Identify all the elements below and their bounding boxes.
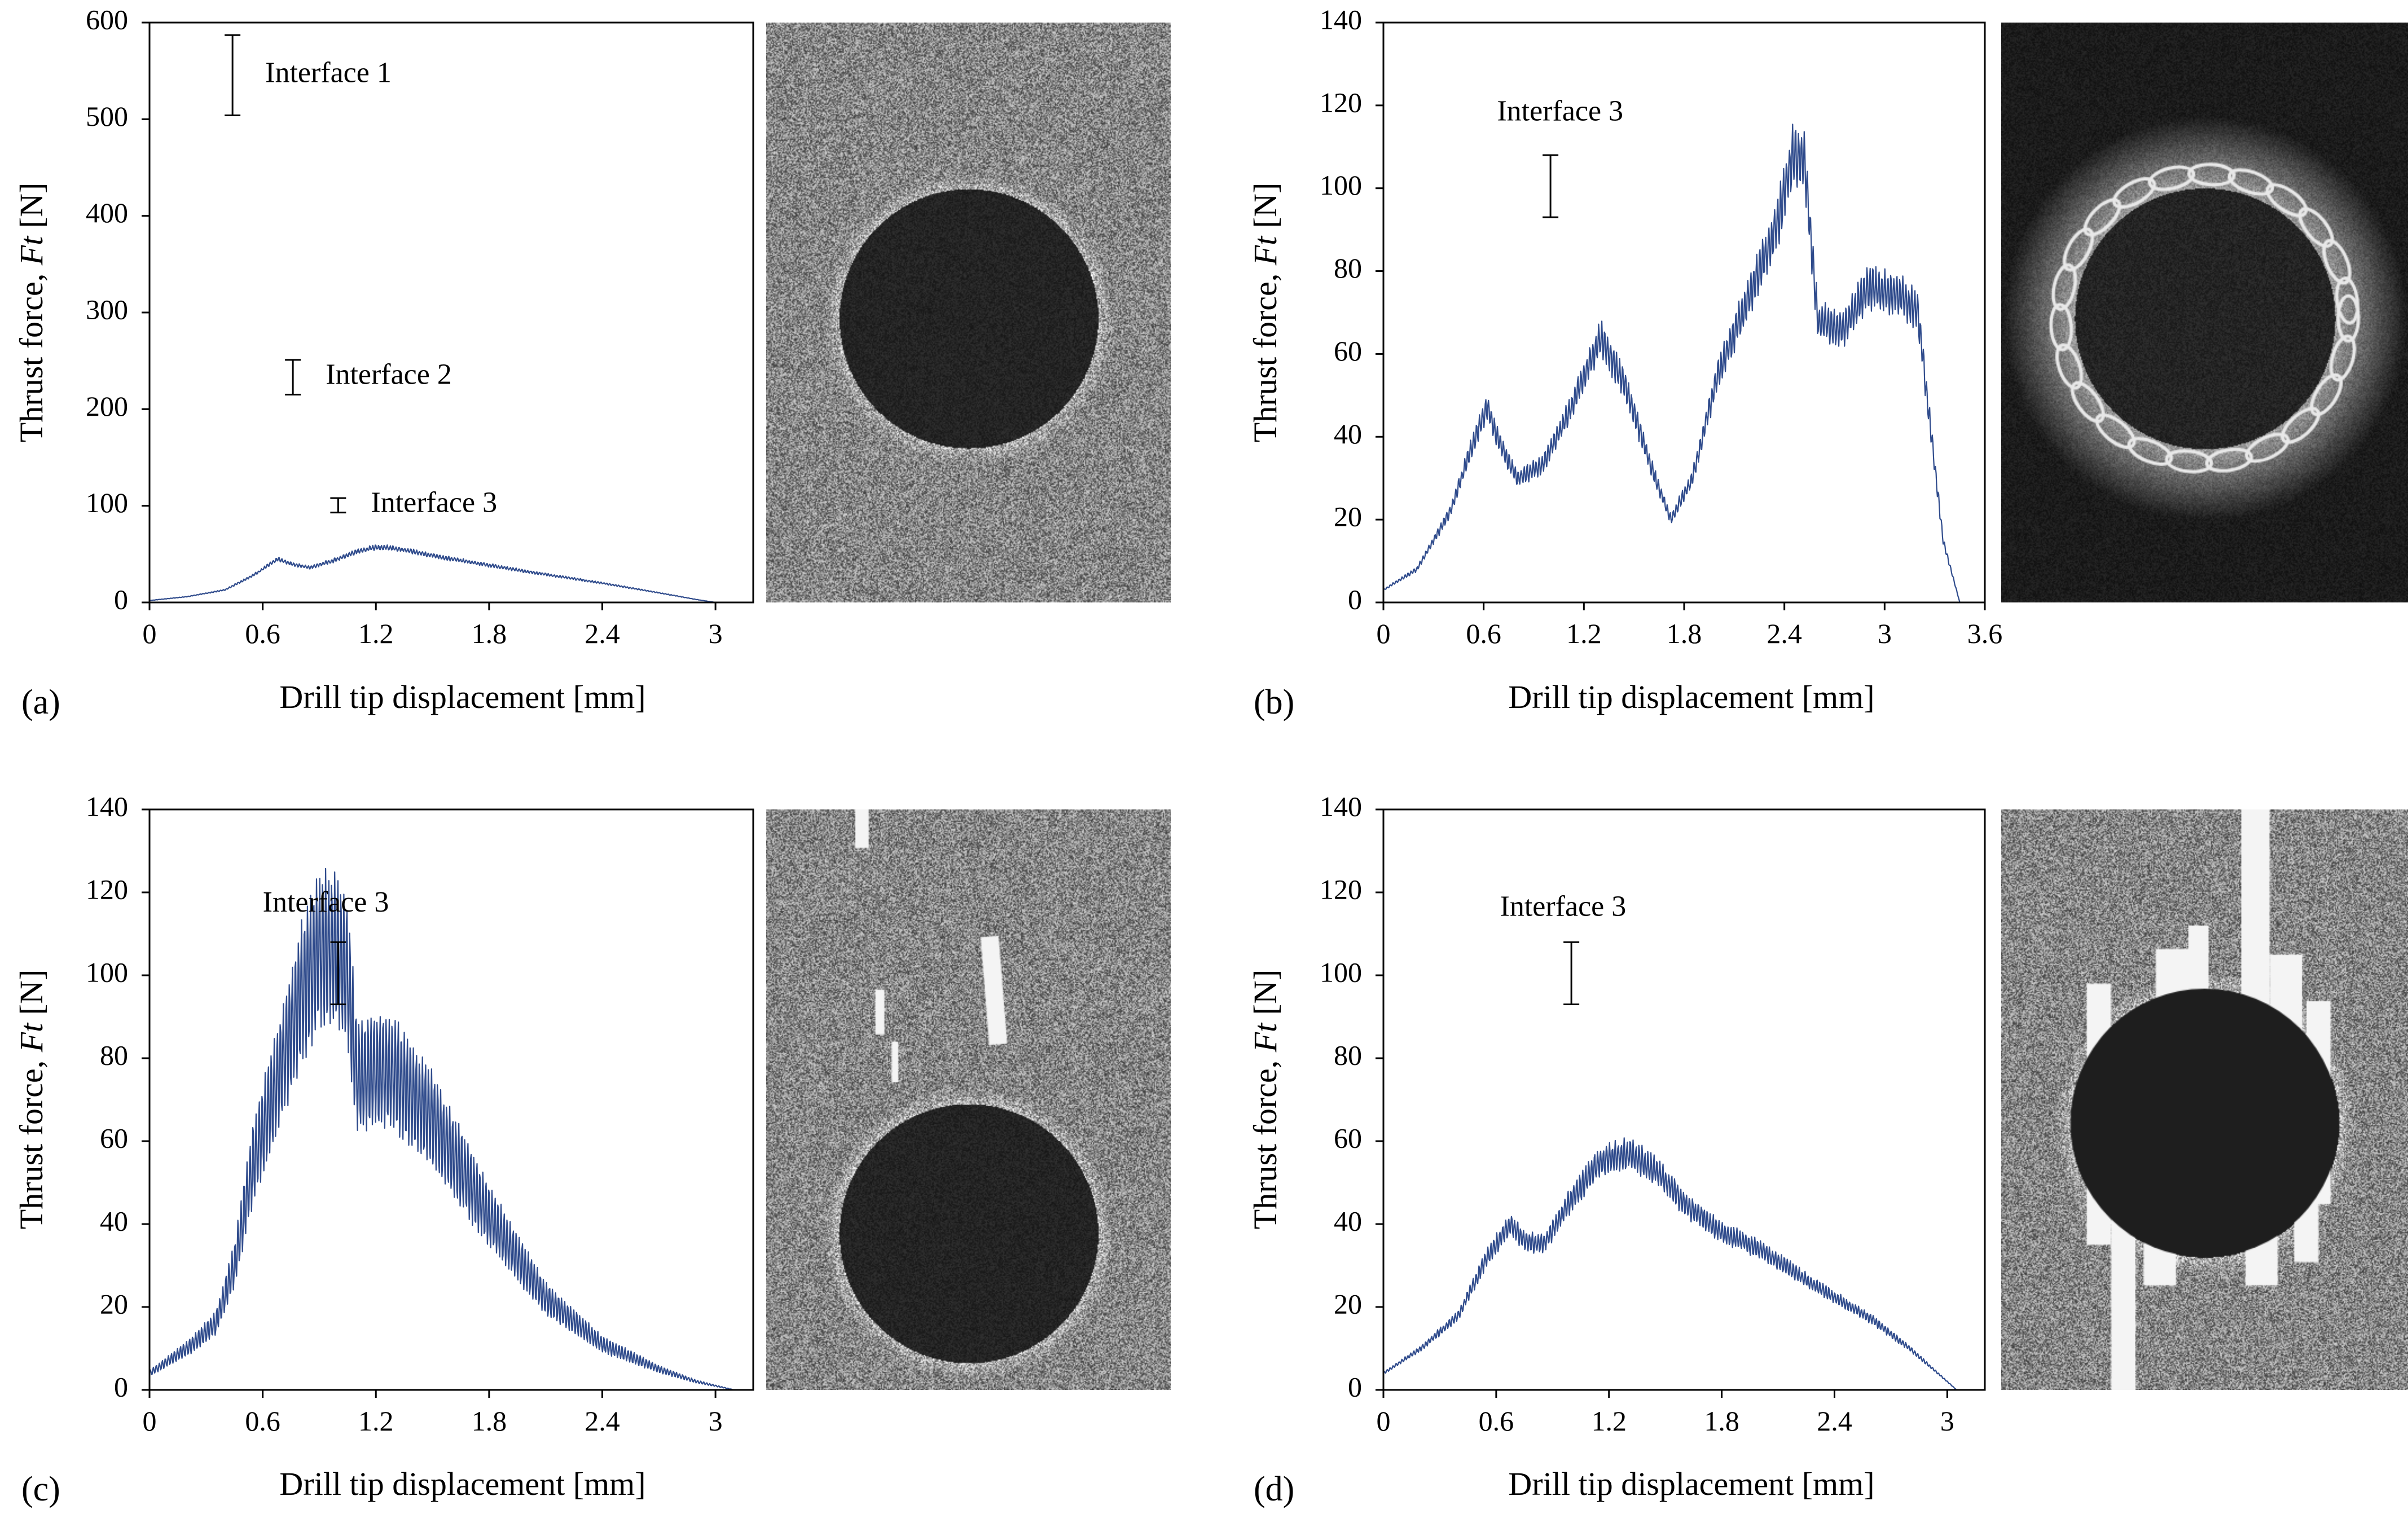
x-tick-label: 1.2 bbox=[358, 618, 394, 649]
y-tick-label: 20 bbox=[100, 1288, 128, 1319]
y-axis-label: Thrust force, Ft [N] bbox=[13, 970, 50, 1230]
error-bar-1 bbox=[1543, 154, 1559, 218]
x-tick-label: 1.2 bbox=[358, 1405, 394, 1437]
series-line bbox=[1383, 1137, 1957, 1390]
ct-hole-delaminated-image bbox=[2001, 23, 2408, 602]
y-tick-label: 300 bbox=[86, 293, 128, 325]
series-line bbox=[1383, 124, 1961, 603]
error-bar-2 bbox=[285, 359, 301, 396]
x-tick-label: 3 bbox=[1878, 618, 1892, 649]
y-tick-label: 40 bbox=[1334, 418, 1362, 450]
y-tick-label: 60 bbox=[1334, 335, 1362, 367]
y-axis-label: Thrust force, Ft [N] bbox=[1247, 183, 1284, 443]
chart-panel-3: Interface 3 0 0.6 1.2 1.8 2.4 3 0 20 40 60 80 100 120… bbox=[13, 790, 754, 1508]
annotation-label: Interface 1 bbox=[265, 56, 392, 89]
y-tick-label: 120 bbox=[1320, 86, 1362, 118]
y-tick-label: 0 bbox=[114, 583, 128, 615]
x-axis-label: Drill tip displacement [mm] bbox=[1508, 1465, 1874, 1502]
x-tick-label: 3 bbox=[1940, 1405, 1954, 1437]
y-tick-label: 80 bbox=[1334, 252, 1362, 284]
y-tick-label: 140 bbox=[86, 790, 128, 822]
x-tick-label: 1.8 bbox=[1667, 618, 1702, 649]
y-tick-label: 60 bbox=[1334, 1122, 1362, 1154]
x-tick-label: 2.4 bbox=[1817, 1405, 1852, 1437]
plot-frame bbox=[1382, 808, 1986, 1391]
y-tick-label: 120 bbox=[1320, 873, 1362, 905]
y-tick-label: 100 bbox=[1320, 169, 1362, 201]
y-tick-label: 40 bbox=[1334, 1205, 1362, 1236]
x-tick-label: 3 bbox=[709, 618, 723, 649]
x-tick-label: 0 bbox=[1377, 618, 1391, 649]
x-axis-label: Drill tip displacement [mm] bbox=[279, 679, 645, 715]
y-tick-label: 0 bbox=[114, 1371, 128, 1402]
error-bar-3 bbox=[330, 497, 346, 514]
y-tick-label: 20 bbox=[1334, 1288, 1362, 1319]
y-tick-label: 20 bbox=[1334, 501, 1362, 532]
series-line bbox=[148, 868, 735, 1391]
panel-label: (c) bbox=[21, 1470, 60, 1508]
x-tick-label: 3 bbox=[709, 1405, 723, 1437]
x-tick-label: 0.6 bbox=[245, 1405, 280, 1437]
error-bar-1 bbox=[225, 34, 241, 116]
x-tick-label: 2.4 bbox=[1767, 618, 1802, 649]
x-tick-label: 1.8 bbox=[472, 618, 507, 649]
y-tick-label: 0 bbox=[1348, 1371, 1362, 1402]
y-tick-label: 100 bbox=[1320, 956, 1362, 988]
y-tick-label: 0 bbox=[1348, 583, 1362, 615]
x-tick-label: 0.6 bbox=[245, 618, 280, 649]
chart-panel-1: Interface 1 Interface 2 Interface 3 0 0.6 1.2… bbox=[13, 3, 754, 721]
x-tick-label: 1.8 bbox=[1704, 1405, 1739, 1437]
plot-frame bbox=[1382, 21, 1986, 604]
x-tick-label: 0 bbox=[143, 1405, 157, 1437]
y-tick-label: 80 bbox=[1334, 1039, 1362, 1071]
y-tick-label: 140 bbox=[1320, 3, 1362, 35]
annotation-label: Interface 3 bbox=[1500, 890, 1627, 922]
x-tick-label: 2.4 bbox=[585, 618, 620, 649]
x-tick-label: 1.8 bbox=[472, 1405, 507, 1437]
y-tick-label: 120 bbox=[86, 873, 128, 905]
x-tick-label: 0.6 bbox=[1466, 618, 1501, 649]
series-line bbox=[149, 544, 716, 604]
annotation-label: Interface 3 bbox=[1497, 95, 1623, 127]
y-axis-label: Thrust force, Ft [N] bbox=[13, 183, 50, 443]
y-tick-label: 60 bbox=[100, 1122, 128, 1154]
chart-panel-2: Interface 3 0 0.6 1.2 1.8 2.4 3 3.6 0 20 40 60 80 100… bbox=[1247, 3, 2002, 721]
panel-label: (b) bbox=[1254, 683, 1294, 721]
x-tick-label: 1.2 bbox=[1566, 618, 1602, 649]
annotation-label: Interface 2 bbox=[326, 359, 452, 391]
x-tick-label: 2.4 bbox=[585, 1405, 620, 1437]
annotation-label: Interface 3 bbox=[371, 487, 497, 519]
panel-label: (a) bbox=[21, 683, 60, 721]
panel-label: (d) bbox=[1254, 1470, 1294, 1508]
x-tick-label: 0.6 bbox=[1479, 1405, 1514, 1437]
error-bar-1 bbox=[330, 941, 346, 1005]
y-tick-label: 100 bbox=[86, 956, 128, 988]
x-tick-label: 1.2 bbox=[1592, 1405, 1627, 1437]
annotation-label: Interface 3 bbox=[263, 886, 389, 918]
ct-hole-splintered-image bbox=[2001, 809, 2408, 1390]
plot-frame bbox=[148, 808, 754, 1391]
chart-panel-4: Interface 3 0 0.6 1.2 1.8 2.4 3 0 20 40 60 80 100 120… bbox=[1247, 790, 1986, 1508]
y-tick-label: 600 bbox=[86, 3, 128, 35]
x-tick-label: 3.6 bbox=[1967, 618, 2003, 649]
x-axis-label: Drill tip displacement [mm] bbox=[279, 1465, 645, 1502]
y-axis-label: Thrust force, Ft [N] bbox=[1247, 970, 1284, 1230]
y-tick-label: 80 bbox=[100, 1039, 128, 1071]
x-axis-label: Drill tip displacement [mm] bbox=[1508, 679, 1874, 715]
y-tick-label: 200 bbox=[86, 390, 128, 422]
ct-hole-clean-image bbox=[766, 23, 1171, 602]
x-tick-label: 0 bbox=[143, 618, 157, 649]
y-tick-label: 400 bbox=[86, 197, 128, 228]
ct-hole-fibres-image bbox=[766, 809, 1171, 1390]
y-tick-label: 100 bbox=[86, 487, 128, 518]
y-tick-label: 140 bbox=[1320, 790, 1362, 822]
x-tick-label: 0 bbox=[1377, 1405, 1391, 1437]
error-bar-1 bbox=[1563, 941, 1580, 1005]
y-tick-label: 40 bbox=[100, 1205, 128, 1236]
y-tick-label: 500 bbox=[86, 100, 128, 132]
